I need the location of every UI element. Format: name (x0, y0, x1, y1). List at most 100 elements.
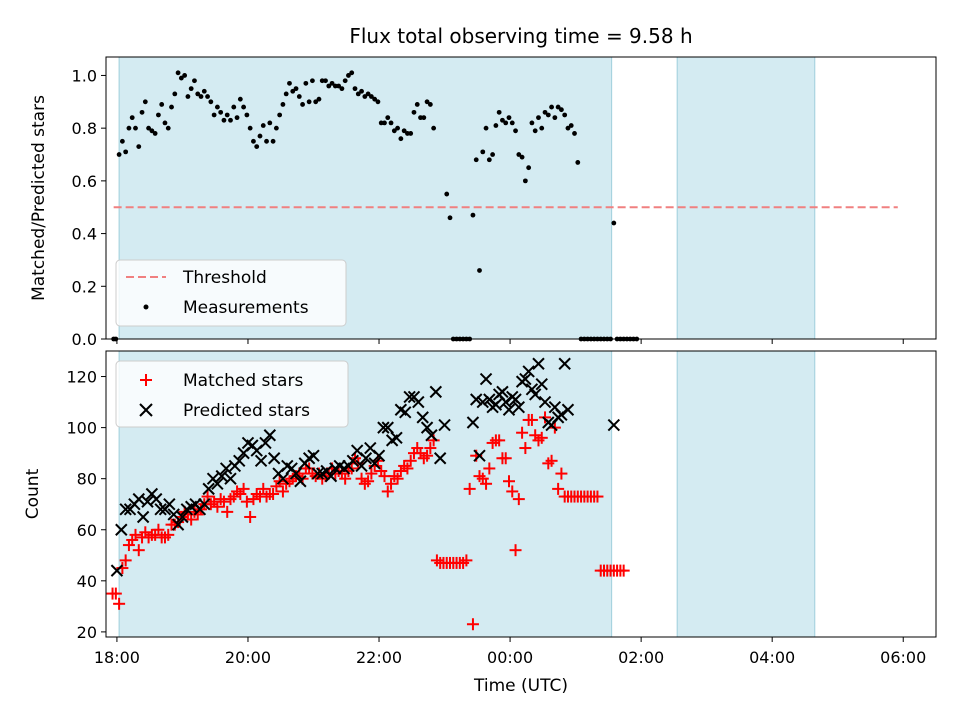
predicted-star-point (509, 393, 522, 406)
measurement-point (503, 120, 509, 126)
matched-star-point (483, 462, 496, 475)
measurement-point (205, 94, 210, 99)
measurement-point (447, 215, 453, 221)
legend-matched-swatch (140, 374, 152, 386)
predicted-star-point (202, 482, 215, 496)
measurement-point (388, 120, 394, 126)
measurement-point (421, 115, 427, 121)
measurement-point (162, 120, 168, 126)
bottom-x-axis: 18:00 20:00 22:00 00:00 02:00 04:00 06:00 (94, 637, 926, 667)
predicted-star-point (233, 454, 246, 468)
matched-star-point (152, 523, 165, 536)
measurement-point (280, 102, 286, 107)
measurement-point (562, 112, 568, 118)
matched-star-point (365, 467, 378, 480)
measurement-point (237, 96, 243, 102)
measurement-point (116, 152, 122, 157)
x-axis-label: Time (UTC) (473, 676, 568, 696)
predicted-star-point (519, 372, 532, 386)
predicted-star-point (502, 403, 516, 416)
measurement-point (339, 86, 345, 92)
predicted-star-point (412, 395, 425, 409)
predicted-star-point (483, 393, 496, 406)
top-y-axis: 0.0 0.2 0.4 0.6 0.8 1.0 (72, 66, 106, 349)
matched-star-point (493, 434, 506, 447)
x-tick-label: 20:00 (225, 648, 271, 667)
top-x-ticks (116, 339, 904, 344)
predicted-star-point (433, 452, 447, 465)
measurement-point (156, 112, 161, 118)
bottom-y-tick-label: 20 (77, 623, 97, 642)
measurement-point (470, 212, 476, 218)
legend-measurements-label: Measurements (183, 298, 309, 318)
predicted-star-point (535, 377, 548, 391)
measurement-point (414, 102, 420, 107)
legend-predicted-swatch (139, 403, 153, 417)
predicted-stars-points (110, 357, 621, 577)
chart-title: Flux total observing time = 9.58 h (349, 24, 692, 48)
measurement-point (283, 91, 289, 97)
predicted-star-point (267, 452, 281, 465)
measurement-point (522, 178, 528, 184)
matched-star-point (385, 477, 398, 490)
measurement-point (228, 117, 233, 123)
measurement-point (526, 165, 532, 171)
predicted-star-point (289, 467, 303, 480)
predicted-star-point (532, 357, 545, 370)
measurement-point (372, 96, 378, 102)
x-tick-label: 02:00 (618, 648, 664, 667)
measurement-point (241, 104, 247, 110)
measurement-point (391, 128, 397, 134)
measurement-point (211, 112, 217, 118)
matched-star-point (113, 597, 126, 610)
top-y-tick-label: 0.4 (72, 225, 97, 244)
measurement-point (483, 125, 489, 131)
top-y-tick-label: 0.8 (72, 119, 97, 138)
measurement-point (172, 91, 178, 97)
matched-star-point (391, 472, 404, 485)
predicted-star-point (499, 395, 512, 409)
predicted-star-point (294, 475, 307, 488)
bottom-y-tick-label: 80 (77, 470, 97, 489)
legend-measurements-swatch (143, 304, 149, 310)
matched-star-point (240, 495, 253, 508)
predicted-star-point (512, 400, 526, 414)
matched-star-point (463, 482, 476, 495)
matched-star-point (480, 477, 493, 490)
measurement-point (359, 88, 364, 94)
measurement-point (146, 125, 151, 131)
predicted-star-point (403, 390, 416, 404)
measurement-point (542, 109, 548, 115)
measurement-point (382, 120, 387, 126)
measurement-point (355, 91, 361, 97)
matched-star-point (509, 544, 522, 557)
top-y-axis-label: Matched/Predicted stars (29, 95, 49, 301)
matched-star-point (421, 449, 434, 462)
bottom-y-axis-label: Count (23, 468, 43, 519)
matched-star-point (539, 411, 552, 424)
measurement-point (133, 125, 138, 131)
x-tick-label: 06:00 (880, 648, 926, 667)
bottom-y-tick-label: 120 (66, 368, 97, 387)
measurement-point (218, 109, 224, 115)
bottom-y-tick-label: 40 (77, 572, 97, 591)
measurement-point (149, 128, 155, 134)
matched-star-point (545, 454, 558, 467)
predicted-star-point (167, 508, 180, 521)
measurement-point (401, 128, 407, 134)
measurement-point (568, 123, 574, 128)
predicted-star-point (438, 418, 451, 432)
matched-star-point (119, 554, 132, 567)
predicted-star-point (211, 477, 224, 490)
top-shaded-region (676, 56, 816, 340)
measurement-point (349, 70, 355, 76)
measurement-point (234, 115, 240, 121)
top-y-tick-label: 1.0 (72, 66, 97, 85)
measurement-point (555, 104, 561, 110)
measurement-point (221, 117, 227, 123)
measurement-point (611, 220, 617, 226)
predicted-star-point (307, 449, 320, 462)
predicted-star-point (119, 503, 132, 516)
measurement-point (313, 99, 319, 105)
measurement-point (490, 152, 496, 157)
